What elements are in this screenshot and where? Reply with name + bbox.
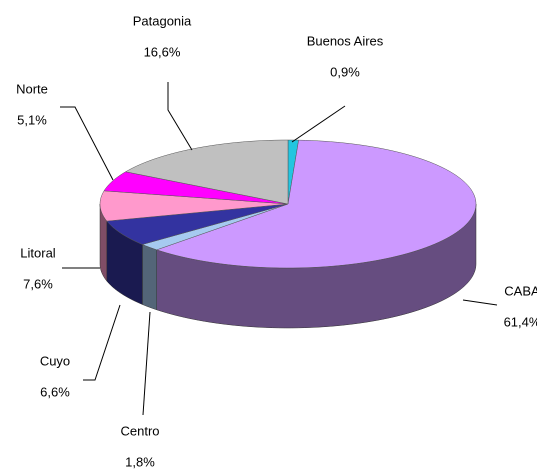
category-label: Buenos Aires xyxy=(307,33,384,48)
category-label: Norte xyxy=(16,81,48,96)
leader-line xyxy=(60,106,114,181)
value-label: 0,9% xyxy=(330,64,360,79)
leader-line xyxy=(462,299,498,306)
pie-slice xyxy=(103,171,289,205)
category-label: Centro xyxy=(120,423,159,438)
category-label: Cuyo xyxy=(40,353,70,368)
pie-slice xyxy=(124,139,289,205)
leader-line xyxy=(83,304,121,381)
value-label: 5,1% xyxy=(17,112,47,127)
value-label: 6,6% xyxy=(40,384,70,399)
leader-line xyxy=(142,311,151,416)
leader-line xyxy=(291,105,346,143)
leader-line xyxy=(167,82,193,151)
value-label: 16,6% xyxy=(144,44,181,59)
category-label: CABA xyxy=(504,283,537,298)
value-label: 1,8% xyxy=(125,454,155,469)
value-label: 7,6% xyxy=(23,276,53,291)
pie-side xyxy=(142,244,157,311)
pie-slice xyxy=(106,203,289,245)
category-label: Patagonia xyxy=(133,13,192,28)
pie-slice xyxy=(155,139,477,269)
category-label: Litoral xyxy=(20,245,56,260)
value-label: 61,4% xyxy=(504,314,537,329)
pie-slice xyxy=(99,190,289,222)
